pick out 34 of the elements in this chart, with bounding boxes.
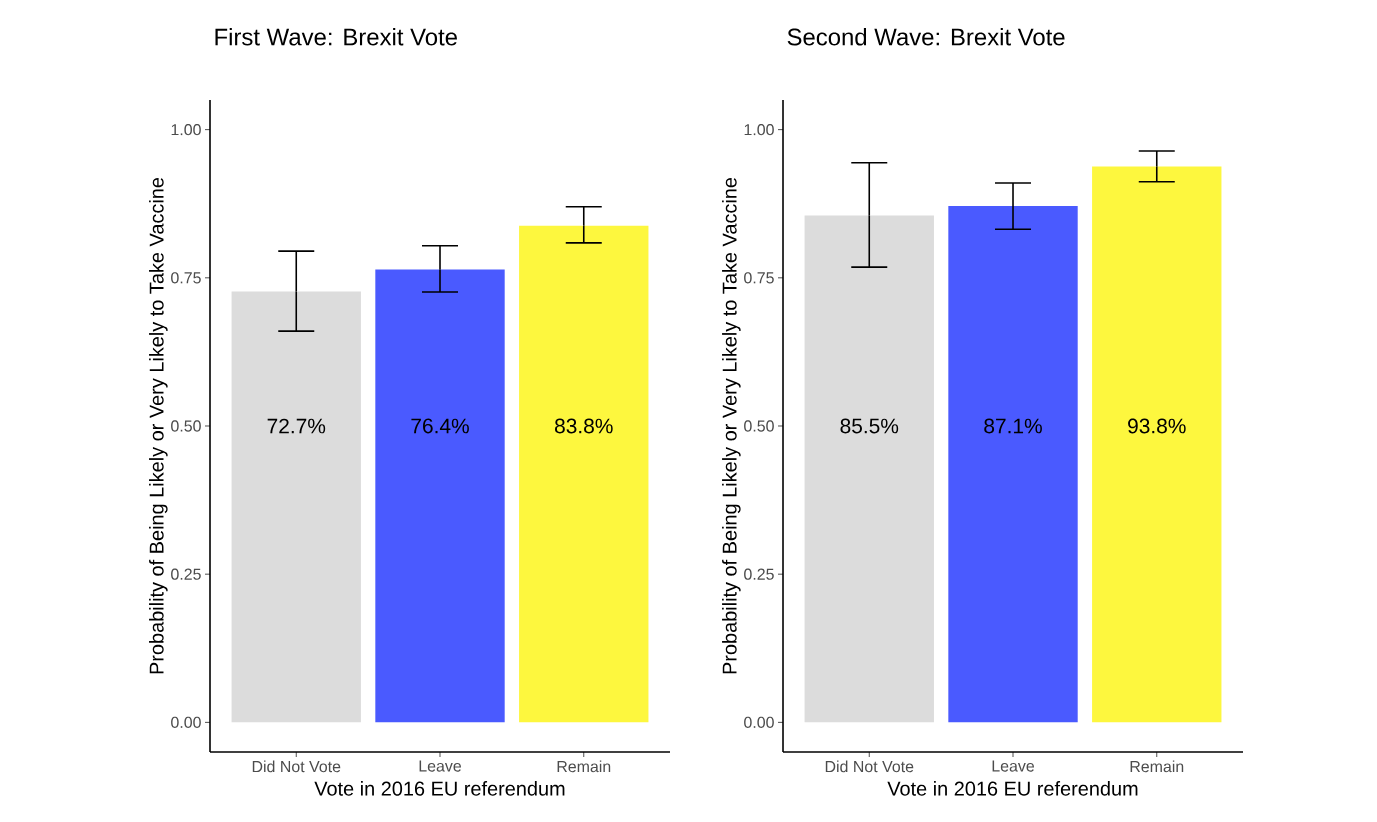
bar [948, 206, 1078, 723]
chart-title: First Wave: Brexit Vote [215, 27, 457, 46]
bar [1092, 166, 1222, 723]
y-tick-label: 0.50 [744, 420, 774, 432]
x-tick-label: Did Not Vote [825, 760, 914, 773]
y-axis-title: Probability of Being Likely or Very Likely to Take Vaccine [149, 177, 168, 674]
bar [231, 291, 361, 723]
y-tick-label: 0.75 [171, 272, 201, 284]
data-label: 83.8% [555, 418, 613, 434]
x-axis-title: Vote in 2016 EU referendum [314, 781, 565, 796]
x-axis-title: Vote in 2016 EU referendum [887, 781, 1138, 796]
x-tick-label: Leave [419, 760, 461, 772]
y-axis-title: Probability of Being Likely or Very Likely to Take Vaccine [722, 177, 741, 674]
bar [375, 269, 505, 723]
y-tick-label: 0.50 [171, 420, 201, 432]
chart-title: Second Wave: Brexit Vote [787, 27, 1065, 46]
x-tick-label: Remain [557, 760, 611, 773]
y-tick-label: 0.00 [171, 716, 201, 729]
x-tick-label: Remain [1130, 760, 1184, 773]
data-label: 72.7% [267, 418, 326, 434]
y-tick-label: 0.00 [744, 716, 774, 729]
y-tick-label: 0.75 [744, 272, 774, 284]
data-label: 87.1% [984, 418, 1042, 434]
bar [804, 215, 934, 723]
bar [519, 225, 649, 723]
data-label: 76.4% [411, 418, 469, 434]
data-label: 93.8% [1128, 418, 1186, 434]
x-tick-label: Leave [992, 760, 1035, 772]
y-tick-label: 0.25 [744, 568, 774, 580]
y-tick-label: 1.00 [171, 123, 201, 136]
y-tick-label: 1.00 [744, 123, 774, 136]
y-tick-label: 0.25 [171, 568, 201, 580]
data-label: 85.5% [840, 418, 899, 434]
x-tick-label: Did Not Vote [252, 760, 341, 773]
